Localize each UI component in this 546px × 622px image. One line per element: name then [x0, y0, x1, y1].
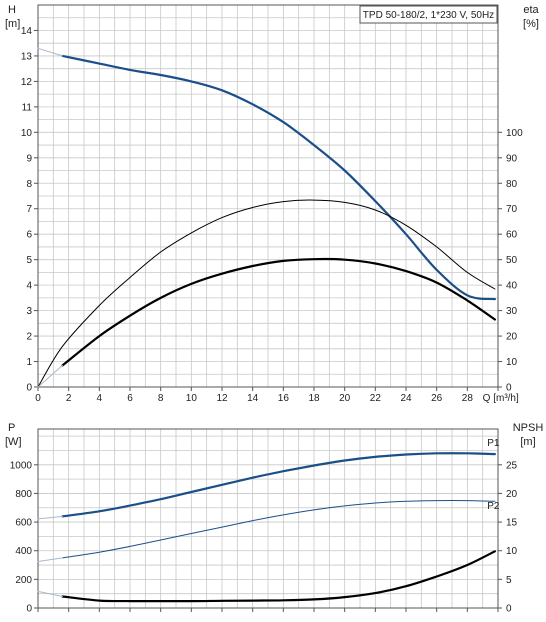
right-axis-unit: [m]: [520, 436, 535, 448]
gridlines: [38, 429, 498, 608]
chart-title: TPD 50-180/2, 1*230 V, 50Hz: [363, 10, 494, 21]
x-axis-tick-label: 20: [339, 393, 351, 404]
series-line-H-extension: [37, 47, 63, 57]
right-axis-title: NPSH: [513, 422, 544, 434]
right-axis-tick-label: 0: [506, 604, 512, 615]
series-line-P1-extension: [37, 515, 63, 520]
right-axis: 0 10 20 30 40 50 60 70 80 90 100: [498, 128, 523, 394]
x-axis-tick-label: 22: [370, 393, 382, 404]
x-axis-tick-label: 14: [247, 393, 259, 404]
right-axis-tick-label: 90: [506, 153, 518, 164]
chart-title-box: [359, 5, 498, 24]
left-axis: 0 200 400 600 800 1000: [10, 460, 38, 615]
right-axis-tick-label: 25: [506, 460, 518, 471]
left-axis-tick-label: 3: [26, 306, 32, 317]
series-line-P2: [62, 500, 496, 559]
right-axis-tick-label: 50: [506, 255, 518, 266]
x-axis-tick-label: 4: [97, 393, 103, 404]
left-axis-tick-label: 9: [26, 153, 32, 164]
series-line-NPSH: [61, 550, 496, 603]
left-axis-tick-label: 5: [26, 255, 32, 266]
left-axis-tick-label: 7: [26, 204, 32, 215]
left-axis-title: H: [8, 4, 16, 16]
x-axis-tick-label: 2: [66, 393, 72, 404]
series-label-P2: P2: [487, 501, 500, 512]
x-axis-tick-label: 12: [216, 393, 228, 404]
right-axis-tick-label: 10: [506, 357, 518, 368]
left-axis-tick-label: 0: [26, 383, 32, 394]
series-line-H: [61, 54, 496, 301]
series-layer: [37, 47, 496, 388]
right-axis-unit: [%]: [523, 18, 539, 30]
series-line-eta-extension: [37, 364, 63, 388]
right-axis-tick-label: 10: [506, 546, 518, 557]
left-axis-tick-label: 8: [26, 179, 32, 190]
x-axis-tick-label: 18: [308, 393, 320, 404]
series-line-NPSH-extension: [37, 590, 63, 597]
right-axis-tick-label: 15: [506, 518, 518, 529]
power-npsh-chart: 0 200 400 600 800 1000 0 5 10 15 20 25 P [W] NPSH [m] P1…: [5, 422, 543, 615]
right-axis-tick-label: 0: [506, 383, 512, 394]
right-axis-tick-label: 60: [506, 230, 518, 241]
left-axis-tick-label: 0: [26, 604, 32, 615]
left-axis-tick-label: 200: [15, 575, 32, 586]
left-axis-tick-label: 1: [26, 357, 32, 368]
left-axis-tick-label: 14: [21, 26, 33, 37]
right-axis-tick-label: 40: [506, 281, 518, 292]
right-axis-tick-label: 20: [506, 489, 518, 500]
series-line-eta-total: [37, 199, 496, 388]
left-axis-tick-label: 600: [15, 518, 32, 529]
left-axis-tick-label: 4: [26, 281, 32, 292]
x-axis-tick-label: 16: [278, 393, 290, 404]
x-axis-tick-label: 6: [127, 393, 133, 404]
x-axis-label: Q [m³/h]: [483, 393, 519, 404]
x-axis-tick-label: 26: [431, 393, 443, 404]
x-axis: [37, 608, 499, 612]
left-axis-title: P: [8, 422, 15, 434]
right-axis-tick-label: 100: [506, 128, 523, 139]
right-axis-tick-label: 5: [506, 575, 512, 586]
right-axis-tick-label: 70: [506, 204, 518, 215]
right-axis-tick-label: 30: [506, 306, 518, 317]
x-axis-tick-label: 28: [462, 393, 474, 404]
x-axis-tick-label: 10: [186, 393, 198, 404]
x-axis: 0 2 4 6 8 10 12 14 16 18 20 22 24 26 28 Q [m³/h]: [35, 387, 519, 404]
x-axis-tick-label: 8: [158, 393, 164, 404]
series-line-P2-extension: [37, 557, 63, 562]
series-line-eta-pump: [61, 257, 496, 367]
series-line-P1: [61, 452, 496, 518]
left-axis-tick-label: 11: [22, 102, 33, 113]
left-axis-tick-label: 12: [21, 77, 33, 88]
x-axis-tick-label: 0: [35, 393, 41, 404]
series-layer: [37, 452, 496, 603]
right-axis-tick-label: 80: [506, 179, 518, 190]
left-axis-tick-label: 10: [21, 128, 33, 139]
right-axis-tick-label: 20: [506, 332, 518, 343]
series-label-P1: P1: [487, 438, 500, 449]
right-axis: 0 5 10 15 20 25: [498, 460, 518, 615]
left-axis-tick-label: 400: [15, 546, 32, 557]
left-axis-unit: [m]: [5, 18, 20, 30]
left-axis-tick-label: 2: [26, 332, 32, 343]
plot-frame: [37, 4, 499, 388]
left-axis-unit: [W]: [5, 436, 22, 448]
head-efficiency-chart: 0123456789101112131401020304050607080901…: [5, 4, 540, 404]
left-axis-tick-label: 6: [26, 230, 32, 241]
gridlines: [38, 5, 498, 387]
left-axis-tick-label: 1000: [10, 460, 33, 471]
left-axis-tick-label: 13: [21, 51, 33, 62]
x-axis-tick-label: 24: [400, 393, 412, 404]
right-axis-title: eta: [523, 4, 539, 16]
left-axis-tick-label: 800: [15, 489, 32, 500]
